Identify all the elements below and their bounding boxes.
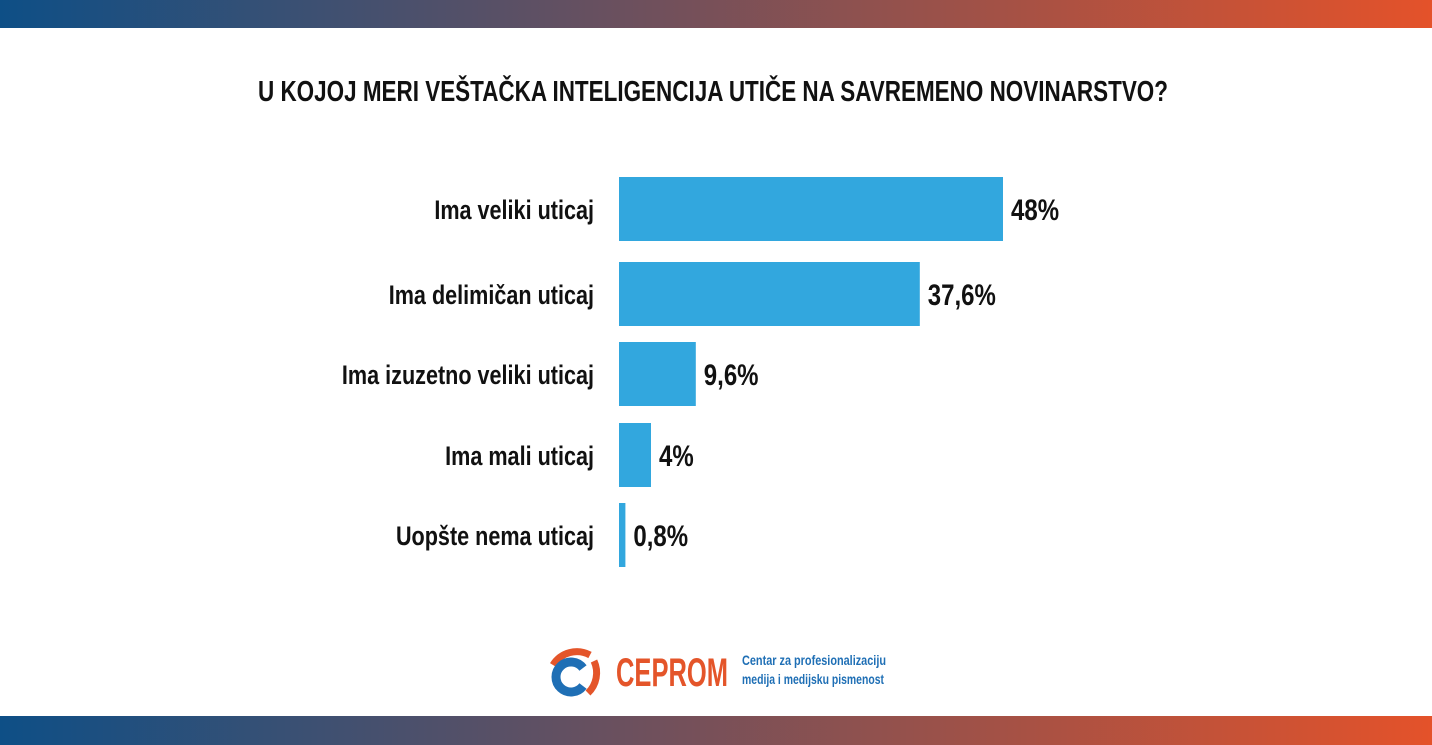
value-label: 48% — [1011, 194, 1059, 227]
category-label: Ima izuzetno veliki uticaj — [342, 360, 594, 390]
category-label: Ima veliki uticaj — [434, 195, 594, 225]
bars-group: Ima veliki uticaj 48% Ima delimičan uticaj… — [342, 177, 1059, 567]
logo: CEPROM Centar za profesionalizaciju medi… — [550, 648, 886, 697]
bar — [619, 177, 1003, 241]
value-label: 37,6% — [928, 279, 996, 312]
bar — [619, 423, 651, 487]
category-label: Uopšte nema uticaj — [396, 521, 594, 551]
category-label: Ima delimičan uticaj — [389, 280, 594, 310]
logo-tagline-line1: Centar za profesionalizaciju — [742, 652, 886, 668]
value-label: 0,8% — [633, 520, 688, 553]
logo-tagline-line2: medija i medijsku pismenost — [742, 671, 884, 687]
value-label: 9,6% — [704, 359, 759, 392]
bar — [619, 342, 696, 406]
bottom-gradient-band — [0, 716, 1432, 745]
bar — [619, 262, 920, 326]
chart-title: U KOJOJ MERI VEŠTAČKA INTELIGENCIJA UTIČ… — [258, 74, 1168, 108]
value-label: 4% — [659, 440, 694, 473]
category-label: Ima mali uticaj — [445, 441, 594, 471]
ceprom-logo-mark-icon — [550, 648, 601, 697]
top-gradient-band — [0, 0, 1432, 28]
bar — [619, 503, 626, 567]
logo-name: CEPROM — [616, 651, 728, 695]
